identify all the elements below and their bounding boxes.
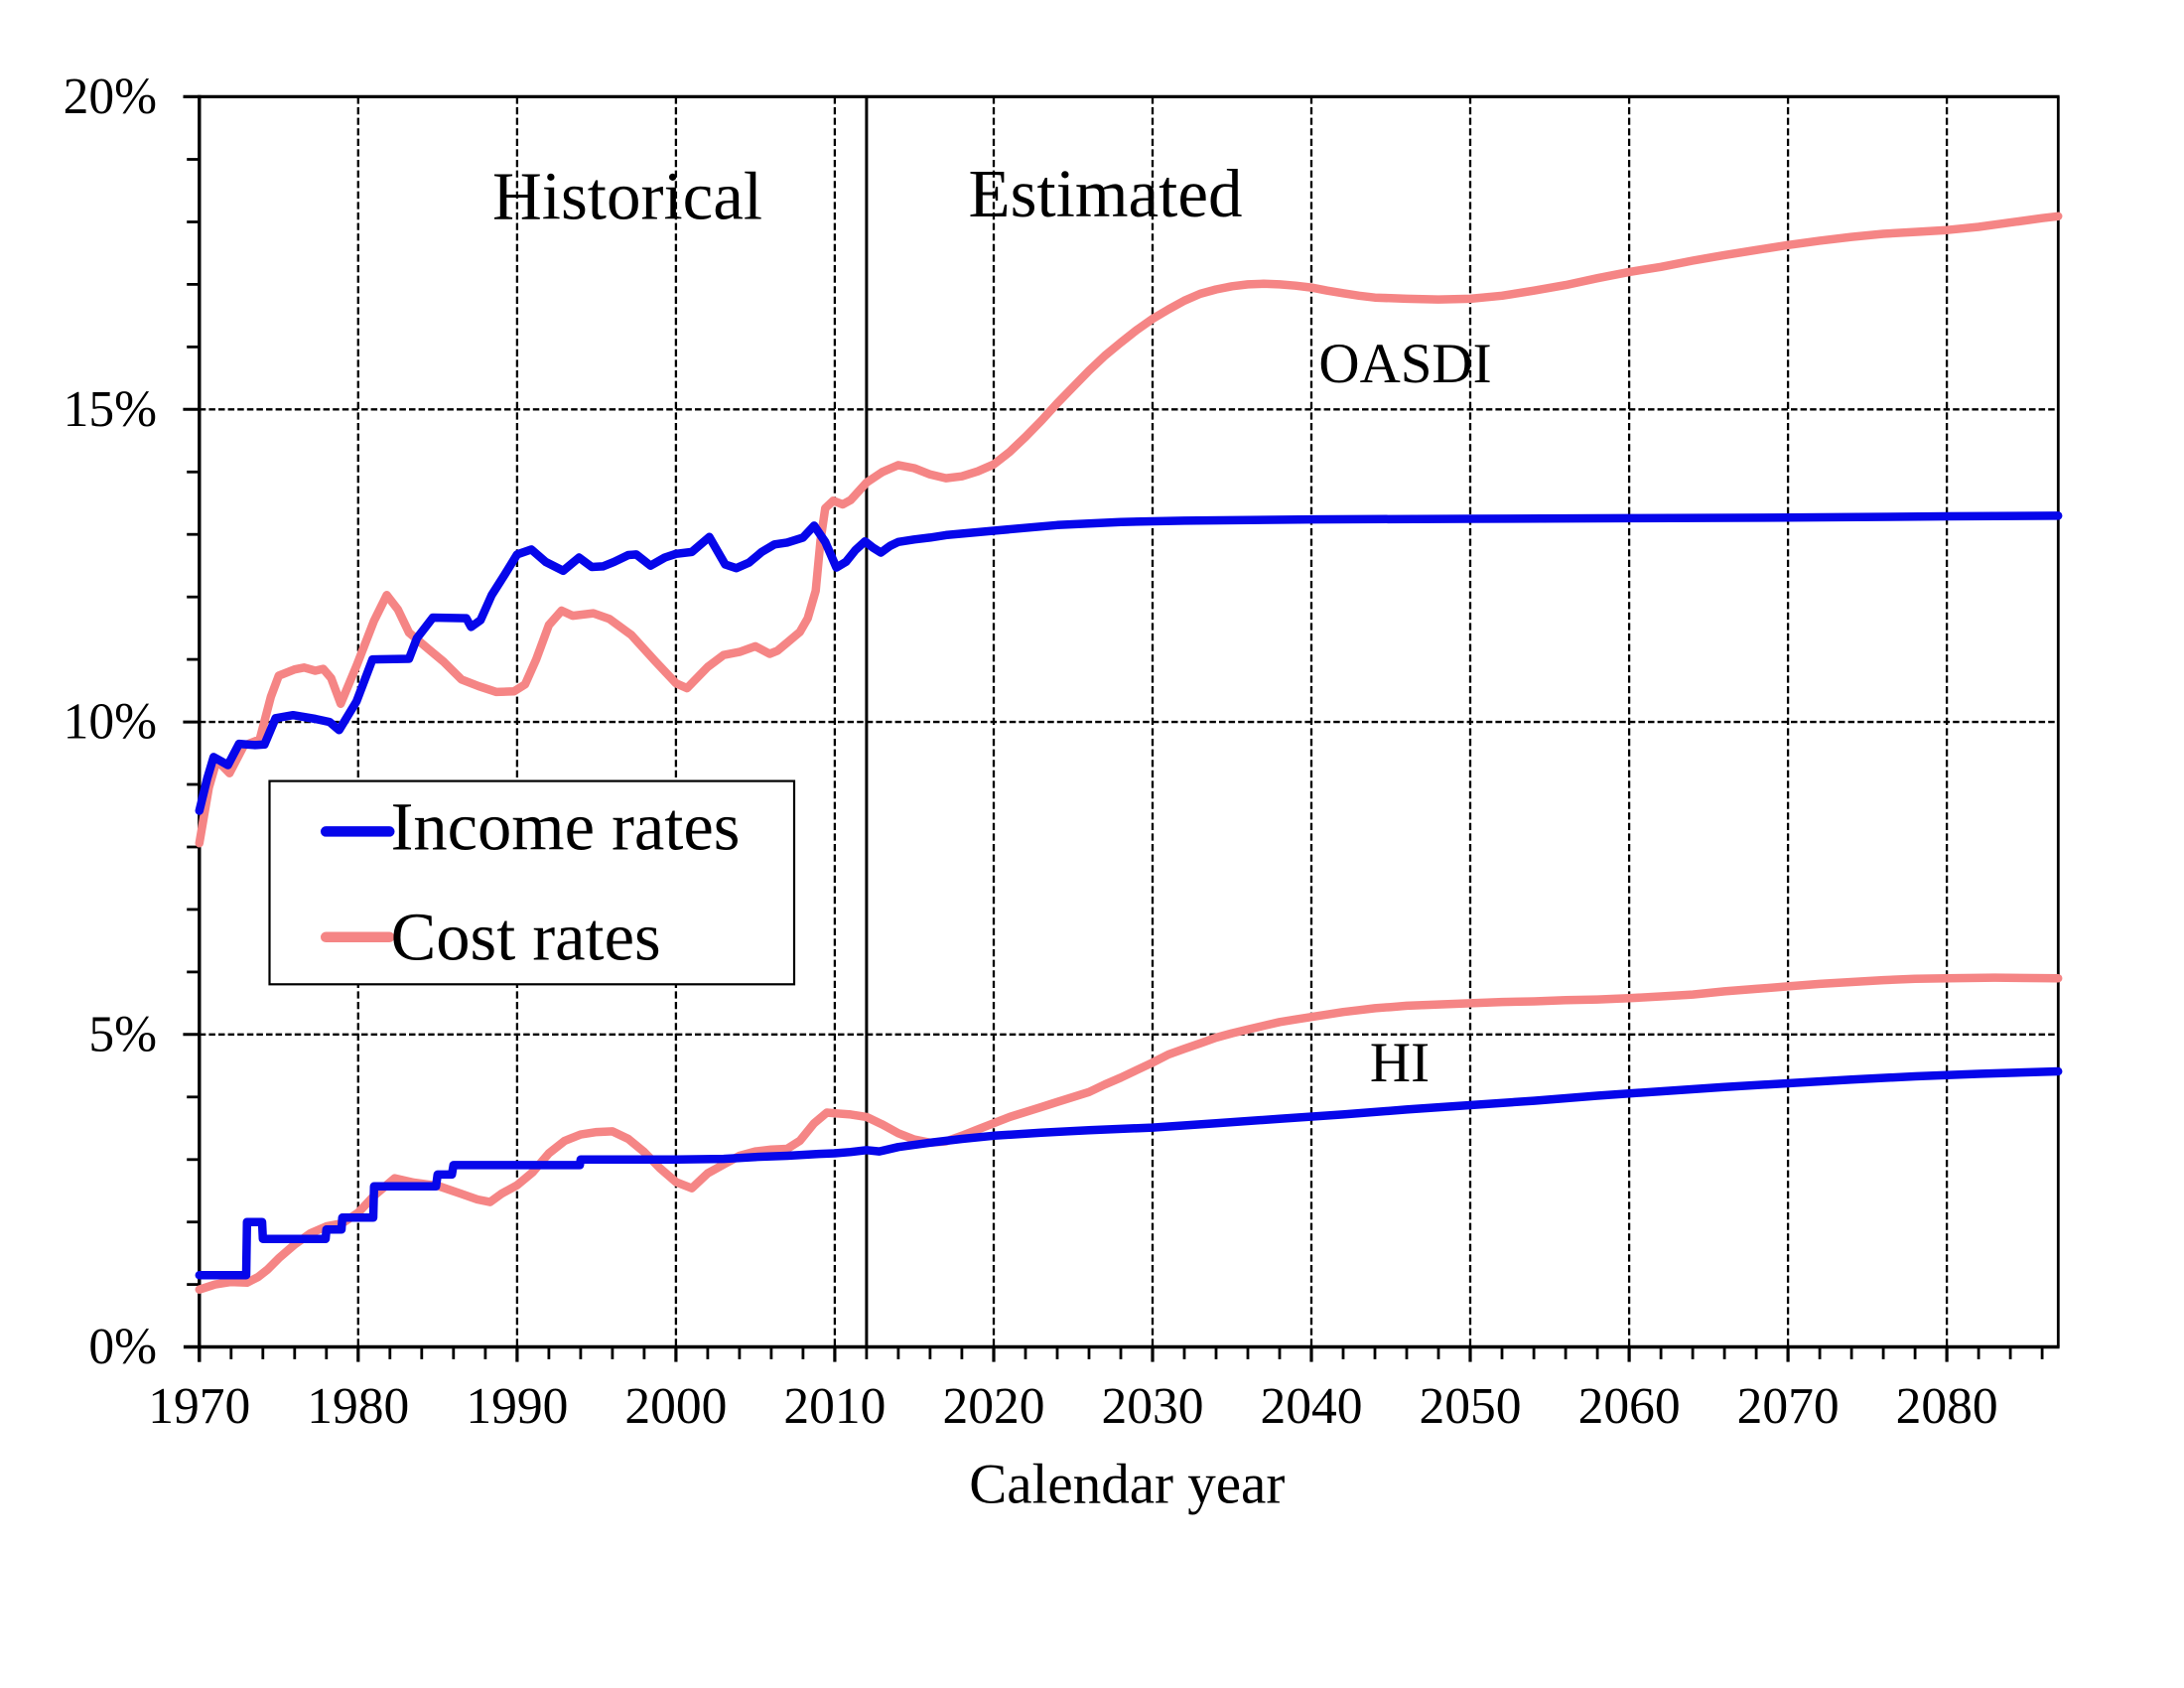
svg-text:Cost rates: Cost rates: [391, 899, 661, 974]
svg-text:1980: 1980: [307, 1378, 409, 1435]
svg-text:2010: 2010: [783, 1378, 886, 1435]
svg-text:Historical: Historical: [492, 159, 762, 234]
svg-text:2030: 2030: [1102, 1378, 1204, 1435]
svg-text:2040: 2040: [1261, 1378, 1363, 1435]
svg-text:2000: 2000: [624, 1378, 727, 1435]
svg-text:2020: 2020: [943, 1378, 1045, 1435]
svg-text:2050: 2050: [1420, 1378, 1522, 1435]
svg-text:0%: 0%: [88, 1319, 157, 1375]
svg-text:2070: 2070: [1737, 1378, 1840, 1435]
svg-text:1990: 1990: [466, 1378, 568, 1435]
svg-text:10%: 10%: [64, 694, 157, 751]
svg-text:15%: 15%: [64, 381, 157, 438]
svg-text:HI: HI: [1370, 1032, 1430, 1094]
svg-text:Estimated: Estimated: [969, 156, 1243, 231]
svg-text:2060: 2060: [1578, 1378, 1681, 1435]
svg-text:5%: 5%: [88, 1006, 157, 1062]
svg-text:1970: 1970: [148, 1378, 250, 1435]
svg-text:Income rates: Income rates: [391, 789, 741, 865]
svg-text:2080: 2080: [1896, 1378, 1998, 1435]
svg-text:Calendar year: Calendar year: [969, 1454, 1285, 1516]
svg-text:20%: 20%: [64, 69, 157, 125]
svg-text:OASDI: OASDI: [1318, 333, 1491, 395]
